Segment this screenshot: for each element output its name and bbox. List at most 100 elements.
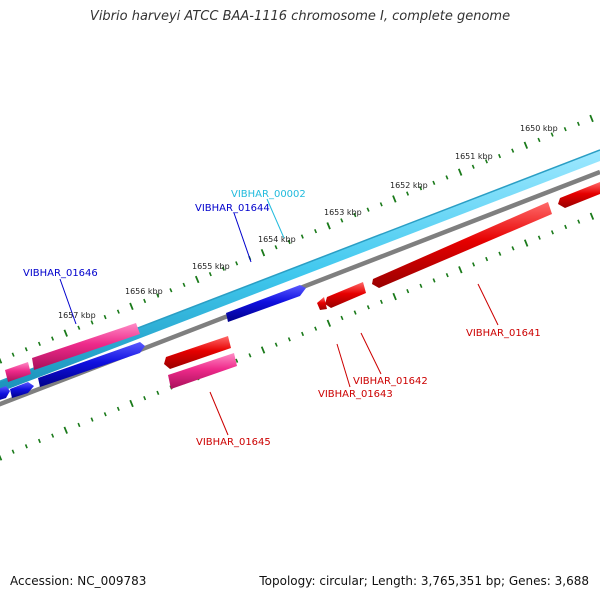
vibhar-01641-label[interactable]: VIBHAR_01641 (466, 328, 541, 339)
forward-features (0, 285, 306, 403)
vibhar-01643-arrow[interactable] (317, 297, 327, 310)
outer-tick (589, 114, 594, 123)
outer-tick (471, 164, 475, 169)
outer-tick (24, 347, 28, 352)
inner-tick (589, 212, 595, 220)
kbp-label-1653: 1653 kbp (324, 208, 362, 217)
outer-tick (576, 121, 580, 127)
kbp-label-1651: 1651 kbp (455, 152, 493, 161)
outer-tick (143, 298, 147, 304)
pink-feature-lower[interactable] (168, 353, 237, 389)
outer-tick (169, 288, 173, 293)
vibhar-01641-arrow[interactable] (372, 202, 552, 288)
leader-vibhar-01645 (209, 391, 229, 436)
inner-tick (498, 251, 502, 256)
outer-tick (326, 222, 331, 230)
inner-tick (24, 444, 28, 449)
backbone-light-band (0, 150, 600, 393)
outer-tick (379, 202, 383, 207)
inner-tick (353, 310, 357, 315)
vibhar-00002-label[interactable]: VIBHAR_00002 (231, 189, 306, 200)
outer-tick (11, 352, 15, 357)
kbp-label-1654: 1654 kbp (258, 235, 296, 244)
outer-tick (445, 175, 449, 180)
vibhar-01645-arrow[interactable] (164, 336, 231, 369)
vibhar-01644-arrow[interactable] (226, 285, 306, 322)
outer-tick (406, 191, 410, 196)
outer-tick (392, 195, 397, 203)
inner-tick (314, 326, 318, 331)
inner-tick (564, 224, 568, 230)
vibhar-01642-arrow[interactable] (325, 282, 366, 308)
inner-tick (11, 449, 15, 454)
inner-tick (511, 246, 515, 251)
outer-tick (274, 245, 278, 250)
outer-tick (260, 248, 266, 257)
blue-arrow-far-left[interactable] (0, 386, 10, 403)
outer-tick (182, 282, 186, 288)
inner-tick (392, 292, 397, 301)
inner-tick (301, 331, 305, 337)
outer-tick (484, 159, 488, 164)
inner-tick (116, 406, 120, 412)
reverse-features (164, 182, 600, 389)
inner-tick (248, 353, 252, 358)
outer-tick (116, 309, 120, 314)
outer-tick (340, 218, 344, 223)
kbp-label-1657: 1657 kbp (58, 311, 96, 320)
outer-tick (194, 275, 200, 284)
map-title: Vibrio harveyi ATCC BAA-1116 chromosome … (89, 9, 511, 24)
vibhar-01644-label[interactable]: VIBHAR_01644 (195, 203, 270, 214)
kbp-label-1656: 1656 kbp (125, 287, 163, 296)
inner-tick (235, 358, 239, 363)
inner-tick (103, 412, 107, 417)
leader-vibhar-01646 (59, 278, 77, 325)
outer-tick (523, 141, 529, 149)
outer-tick (419, 186, 423, 191)
outer-tick (103, 314, 107, 320)
vibhar-01646-arrow[interactable] (38, 342, 145, 387)
leader-vibhar-01642 (360, 332, 382, 375)
inner-tick (326, 319, 332, 327)
vibhar-01645-label[interactable]: VIBHAR_01645 (196, 437, 271, 448)
outer-tick (563, 126, 567, 132)
outer-tick (353, 212, 357, 218)
kbp-label-1655: 1655 kbp (192, 262, 230, 271)
pink-feature-upper[interactable] (32, 323, 140, 370)
vibhar-01643-label[interactable]: VIBHAR_01643 (318, 389, 393, 400)
outer-tick (550, 132, 554, 137)
inner-tick (287, 337, 291, 342)
outer-tick (432, 180, 436, 186)
outer-tick (235, 261, 239, 266)
inner-tick (432, 278, 436, 283)
inner-tick (379, 299, 383, 305)
inner-tick (37, 438, 41, 444)
inner-tick (63, 426, 68, 434)
outer-tick (498, 153, 502, 159)
inner-tick (485, 256, 489, 262)
inner-tick (537, 235, 541, 240)
outer-tick (129, 302, 134, 311)
inner-tick (406, 288, 410, 294)
inner-tick (577, 219, 581, 224)
outer-tick (457, 168, 463, 176)
inner-tick (366, 305, 370, 310)
kbp-label-1652: 1652 kbp (390, 181, 428, 190)
inner-tick (550, 230, 554, 235)
vibhar-01642-label[interactable]: VIBHAR_01642 (353, 376, 428, 387)
kbp-labels: 1650 kbp 1651 kbp 1652 kbp 1653 kbp 1654… (58, 124, 558, 320)
vibhar-01646-label[interactable]: VIBHAR_01646 (23, 268, 98, 279)
inner-tick (129, 399, 134, 408)
blue-arrow-left-edge[interactable] (10, 382, 34, 398)
leader-vibhar-01643 (336, 343, 351, 388)
outer-tick (37, 341, 41, 347)
inner-tick (445, 272, 449, 278)
outer-tick (90, 320, 94, 325)
outer-tick (156, 293, 160, 298)
pink-feature-upper-left[interactable] (5, 362, 31, 382)
vibhar-01641-arrow-right[interactable] (558, 182, 600, 208)
leader-vibhar-00002 (266, 198, 285, 239)
inner-tick (458, 266, 463, 274)
outer-tick (537, 137, 541, 143)
